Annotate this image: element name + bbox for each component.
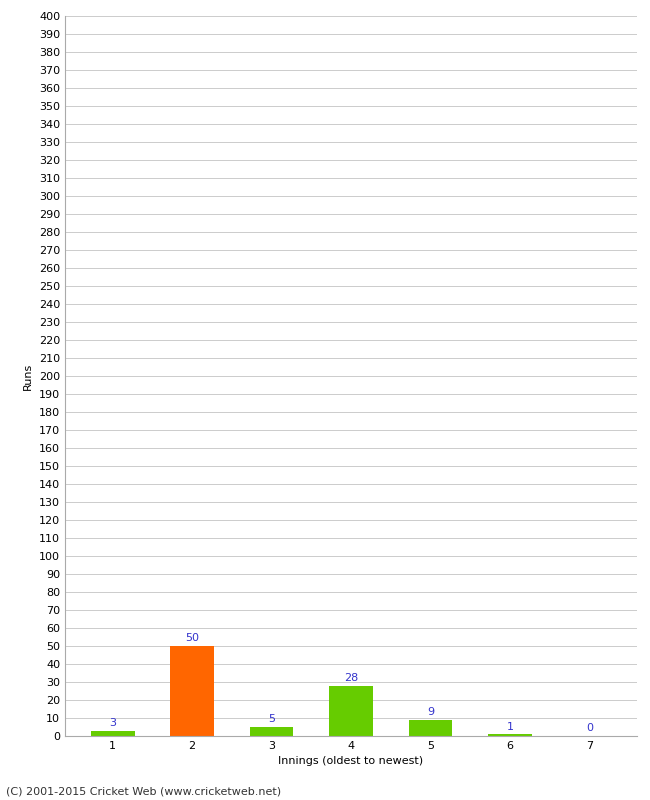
Bar (91, 730, 135, 736)
Text: 0: 0 (586, 723, 593, 734)
Bar (409, 720, 452, 736)
Text: 3: 3 (109, 718, 116, 728)
Y-axis label: Runs: Runs (23, 362, 33, 390)
Text: 1: 1 (506, 722, 514, 731)
Bar (250, 727, 293, 736)
Text: 5: 5 (268, 714, 275, 724)
Bar (488, 734, 532, 736)
X-axis label: Innings (oldest to newest): Innings (oldest to newest) (278, 757, 424, 766)
Bar (170, 646, 214, 736)
Bar (329, 686, 373, 736)
Text: 9: 9 (427, 707, 434, 717)
Text: 50: 50 (185, 634, 199, 643)
Text: (C) 2001-2015 Cricket Web (www.cricketweb.net): (C) 2001-2015 Cricket Web (www.cricketwe… (6, 786, 281, 796)
Text: 28: 28 (344, 673, 358, 683)
